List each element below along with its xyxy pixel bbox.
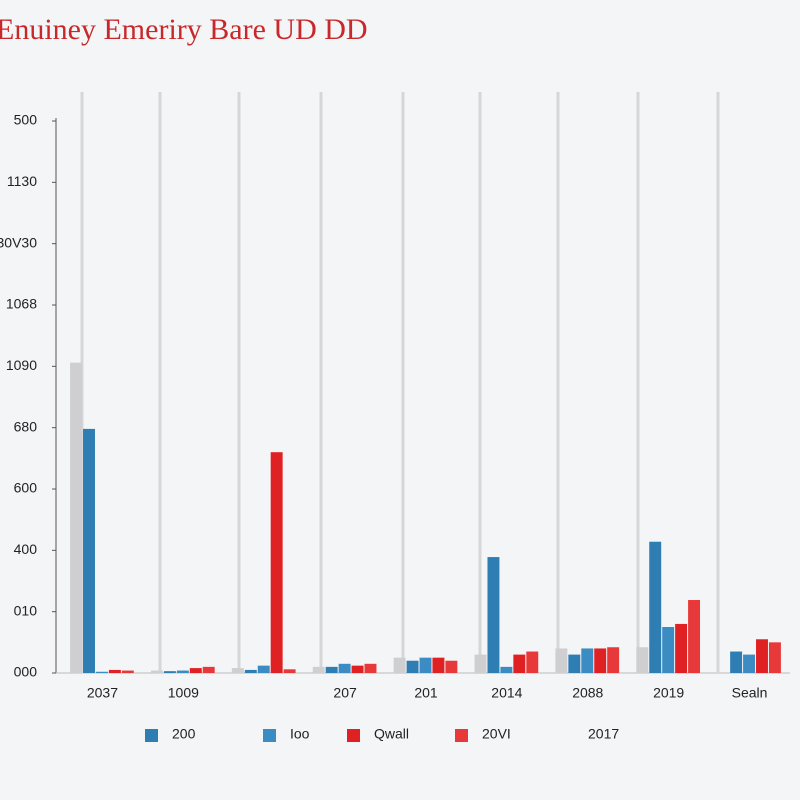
bar bbox=[176, 670, 189, 673]
legend-swatch bbox=[145, 729, 158, 742]
bar bbox=[189, 668, 202, 673]
legend-label: 2017 bbox=[588, 726, 619, 742]
bar bbox=[244, 669, 257, 673]
bar bbox=[649, 541, 662, 673]
bar bbox=[607, 647, 620, 673]
bar bbox=[283, 669, 296, 673]
y-tick-label: 600 bbox=[14, 480, 38, 496]
bar bbox=[487, 557, 500, 673]
bar bbox=[756, 639, 768, 673]
x-tick-label: 2037 bbox=[87, 685, 118, 701]
y-tick-label: 010 bbox=[14, 602, 38, 618]
x-tick-label: 207 bbox=[333, 685, 357, 701]
bar bbox=[688, 600, 701, 673]
bar bbox=[406, 660, 419, 673]
bar bbox=[594, 648, 607, 673]
y-tick-label: 680 bbox=[14, 418, 38, 434]
bar bbox=[364, 663, 377, 673]
bar bbox=[445, 660, 458, 673]
bar bbox=[743, 654, 756, 673]
bar bbox=[662, 627, 675, 673]
bar bbox=[419, 657, 432, 673]
bar bbox=[351, 665, 364, 673]
y-tick-label: 000 bbox=[14, 664, 38, 680]
bar bbox=[150, 670, 163, 673]
y-tick-label: 1130 bbox=[7, 173, 37, 189]
bar bbox=[270, 452, 283, 673]
x-tick-label: 2019 bbox=[653, 685, 684, 701]
legend-label: 20VI bbox=[482, 726, 511, 742]
bar bbox=[568, 654, 581, 673]
bar bbox=[526, 651, 539, 673]
legend-swatch bbox=[455, 729, 468, 742]
bar bbox=[393, 657, 406, 673]
bar bbox=[163, 671, 176, 673]
bar bbox=[474, 654, 487, 673]
bar bbox=[312, 666, 325, 673]
bar bbox=[730, 651, 743, 673]
x-tick-label: Sealn bbox=[732, 685, 768, 701]
bar bbox=[121, 670, 134, 673]
bar bbox=[202, 666, 215, 673]
x-tick-label: 201 bbox=[414, 685, 438, 701]
bar bbox=[636, 647, 649, 673]
bar bbox=[231, 668, 244, 673]
legend-label: Qwall bbox=[374, 726, 409, 742]
y-tick-label: 400 bbox=[14, 541, 38, 557]
bar bbox=[257, 665, 270, 673]
bar bbox=[83, 428, 95, 673]
bar bbox=[675, 623, 688, 673]
bar bbox=[70, 362, 83, 673]
bar bbox=[555, 648, 568, 673]
bar bbox=[768, 642, 781, 673]
legend-label: 200 bbox=[172, 726, 196, 742]
bar bbox=[500, 666, 513, 673]
y-tick-label: 30V30 bbox=[0, 234, 37, 250]
chart-title: Enuiney Emeriry Bare UD DD bbox=[0, 13, 368, 46]
x-tick-label: 2014 bbox=[491, 685, 522, 701]
y-tick-label: 500 bbox=[14, 112, 38, 128]
bar bbox=[95, 671, 108, 673]
x-tick-label: 1009 bbox=[168, 685, 199, 701]
legend-swatch bbox=[347, 729, 360, 742]
x-tick-label: 2088 bbox=[572, 685, 603, 701]
bar bbox=[325, 666, 338, 673]
legend-label: Ioo bbox=[290, 726, 310, 742]
y-tick-label: 1090 bbox=[6, 357, 37, 373]
column-guides bbox=[80, 92, 720, 672]
legend-swatch bbox=[263, 729, 276, 742]
bar bbox=[581, 648, 594, 673]
bar bbox=[338, 663, 351, 673]
y-tick-label: 1068 bbox=[6, 296, 37, 312]
bar bbox=[108, 669, 121, 673]
bar bbox=[513, 654, 526, 673]
bar bbox=[432, 657, 445, 673]
